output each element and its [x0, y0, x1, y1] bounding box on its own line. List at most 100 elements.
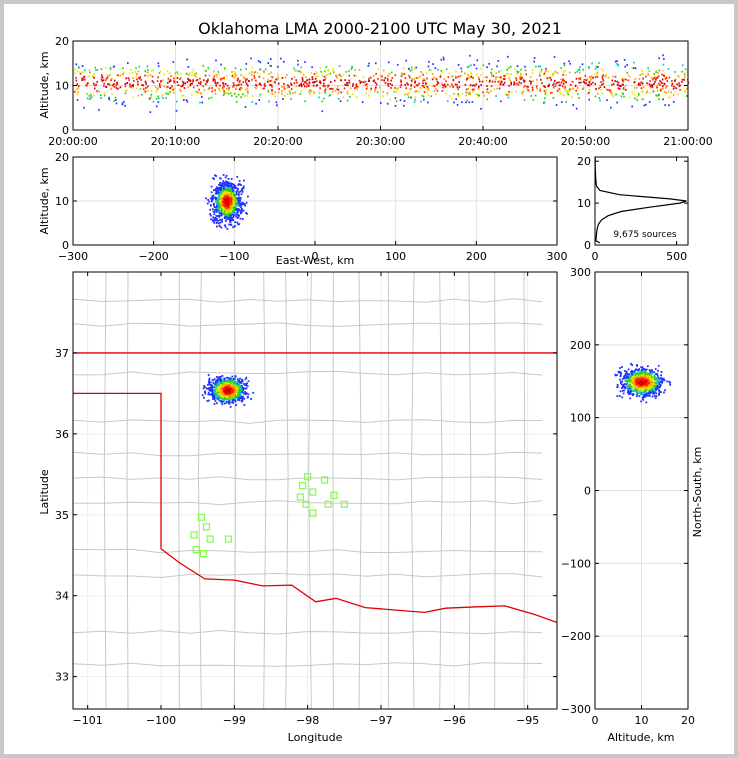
- th-source: [460, 67, 463, 70]
- ew-source: [225, 199, 228, 201]
- th-source: [348, 96, 351, 98]
- ns-source: [644, 373, 646, 376]
- th-source: [633, 93, 636, 96]
- ew-source: [230, 182, 232, 185]
- ns-source: [657, 388, 660, 391]
- th-source: [647, 73, 650, 76]
- th-source: [158, 83, 161, 86]
- ew-source: [221, 206, 223, 209]
- th-source: [262, 87, 265, 90]
- map-source: [219, 375, 222, 378]
- ew-source: [245, 211, 247, 214]
- ew-source: [218, 203, 220, 206]
- ew-source: [227, 203, 230, 206]
- th-source: [358, 79, 361, 82]
- ew-source: [226, 210, 229, 213]
- map-source: [210, 390, 213, 392]
- th-source: [333, 70, 335, 73]
- th-source: [156, 88, 159, 91]
- th-source: [488, 91, 490, 94]
- ns-source: [636, 364, 638, 366]
- th-source: [199, 83, 202, 86]
- map-source: [245, 376, 248, 379]
- ew-source: [217, 195, 220, 198]
- th-source: [251, 66, 254, 69]
- th-source: [106, 74, 109, 77]
- th-source: [562, 71, 565, 73]
- th-source: [379, 86, 381, 89]
- th-source: [426, 85, 429, 88]
- th-source: [683, 78, 685, 81]
- th-source: [93, 84, 96, 87]
- th-source: [138, 65, 141, 68]
- th-source: [174, 74, 177, 77]
- th-source: [336, 88, 338, 91]
- th-source: [221, 84, 224, 87]
- ew-source: [222, 187, 225, 190]
- ns-source: [652, 388, 655, 391]
- th-source: [267, 79, 269, 81]
- th-source: [313, 73, 316, 75]
- ew-source: [240, 189, 243, 192]
- th-source: [670, 91, 672, 94]
- th-source: [109, 73, 112, 76]
- ns-source: [644, 370, 647, 373]
- th-source: [368, 94, 370, 97]
- th-ylabel: Altitude, km: [38, 51, 51, 118]
- th-source: [90, 96, 93, 98]
- th-source: [229, 92, 232, 95]
- th-source: [196, 84, 199, 87]
- map-source: [240, 389, 243, 392]
- th-source: [86, 83, 89, 85]
- th-source: [466, 99, 469, 102]
- th-source: [79, 72, 82, 75]
- th-source: [456, 86, 459, 89]
- th-source: [110, 79, 112, 82]
- map-source: [235, 389, 238, 392]
- th-source: [258, 76, 261, 78]
- map-source: [239, 391, 242, 394]
- th-source: [304, 100, 306, 103]
- ew-source: [217, 188, 220, 191]
- ns-source: [634, 388, 637, 391]
- th-source: [254, 86, 256, 89]
- ew-source: [229, 195, 232, 197]
- th-source: [268, 73, 270, 75]
- ns-source: [635, 368, 637, 371]
- ew-source: [221, 184, 224, 187]
- th-source: [662, 85, 664, 87]
- map-source: [217, 393, 220, 395]
- th-source: [548, 83, 550, 86]
- ew-source: [219, 181, 221, 184]
- map-xtick-label: −96: [443, 714, 466, 727]
- th-source: [293, 82, 296, 85]
- th-source: [370, 76, 372, 79]
- th-source: [636, 99, 638, 101]
- map-source: [214, 388, 217, 391]
- th-source: [124, 85, 127, 88]
- th-source: [567, 90, 569, 92]
- ew-source: [209, 214, 212, 217]
- th-source: [489, 79, 491, 82]
- th-source: [180, 72, 182, 75]
- th-source: [540, 68, 543, 71]
- th-source: [162, 79, 164, 82]
- th-source: [488, 62, 491, 65]
- th-source: [215, 75, 218, 78]
- th-source: [189, 80, 191, 83]
- th-source: [195, 79, 198, 82]
- th-source: [191, 93, 193, 96]
- ew-source: [225, 218, 228, 221]
- th-source: [635, 86, 638, 89]
- ew-source: [215, 175, 217, 177]
- th-source: [235, 74, 238, 77]
- th-source: [574, 85, 577, 88]
- ns-source: [646, 365, 649, 368]
- th-source: [255, 87, 257, 90]
- th-source: [568, 60, 570, 63]
- th-source: [198, 82, 200, 84]
- map-source: [231, 375, 234, 378]
- th-source: [109, 66, 112, 69]
- ew-source: [212, 202, 215, 205]
- ew-source: [239, 203, 242, 206]
